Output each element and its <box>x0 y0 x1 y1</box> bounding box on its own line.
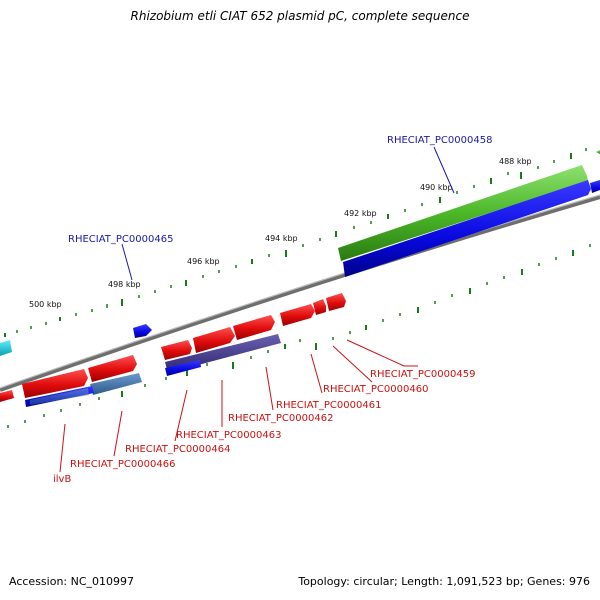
gene-label-463[interactable]: RHECIAT_PC0000463 <box>176 430 281 441</box>
gene-arrow-464[interactable] <box>161 340 192 360</box>
leader-464 <box>174 389 188 442</box>
scale-label-496: 496 kbp <box>187 257 220 266</box>
gene-label-466[interactable]: RHECIAT_PC0000466 <box>70 459 175 470</box>
gene-arrow-forward-small[interactable] <box>596 150 600 154</box>
leader-459 <box>346 339 418 367</box>
leader-465 <box>121 243 133 281</box>
gene-arrow-ilvB-red[interactable] <box>22 369 88 398</box>
gene-arrow-red-edge[interactable] <box>0 390 14 402</box>
gene-arrow-459[interactable] <box>326 293 346 311</box>
gene-arrow-reverse-458[interactable] <box>343 180 591 277</box>
backbone-line <box>0 195 600 392</box>
map-title: Rhizobium etli CIAT 652 plasmid pC, comp… <box>130 9 470 23</box>
gene-label-464[interactable]: RHECIAT_PC0000464 <box>125 444 230 455</box>
inner-gene-labels <box>59 339 418 473</box>
leader-ilvB <box>59 423 66 473</box>
inner-scale-ticks <box>7 244 591 428</box>
leader-466 <box>113 410 123 457</box>
gene-band-blue-small[interactable] <box>165 360 201 376</box>
gene-arrow-rna-458[interactable] <box>338 165 588 261</box>
gene-arrow-466-red[interactable] <box>88 355 137 382</box>
gene-arrow-461[interactable] <box>280 304 315 326</box>
scale-label-492: 492 kbp <box>344 209 377 218</box>
inner-track <box>0 293 346 407</box>
gene-label-ilvB[interactable]: ilvB <box>53 474 71 485</box>
accession-text: Accession: NC_010997 <box>9 575 135 588</box>
gene-label-461[interactable]: RHECIAT_PC0000461 <box>276 400 381 411</box>
gene-label-458[interactable]: RHECIAT_PC0000458 <box>387 135 492 146</box>
scale-labels: 488 kbp 490 kbp 492 kbp 494 kbp 496 kbp … <box>29 157 532 309</box>
gene-label-459[interactable]: RHECIAT_PC0000459 <box>370 369 475 380</box>
gene-label-462[interactable]: RHECIAT_PC0000462 <box>228 413 333 424</box>
gene-arrow-462[interactable] <box>233 315 275 340</box>
scale-label-498: 498 kbp <box>108 280 141 289</box>
scale-label-488: 488 kbp <box>499 157 532 166</box>
outer-scale-ticks <box>4 148 587 337</box>
leader-460 <box>332 345 373 383</box>
gene-arrow-edge[interactable] <box>590 180 600 193</box>
gene-band-steel-left[interactable] <box>30 388 89 405</box>
outer-gene-labels: RHECIAT_PC0000458 RHECIAT_PC0000465 <box>68 135 492 281</box>
leader-461 <box>310 353 323 394</box>
leader-458 <box>433 146 455 194</box>
gene-arrow-463[interactable] <box>193 327 235 353</box>
backbone-highlight <box>0 194 600 389</box>
gene-arrow-460[interactable] <box>313 299 326 315</box>
outer-track <box>0 150 600 356</box>
gene-arrow-cyan[interactable] <box>0 340 12 356</box>
topology-text: Topology: circular; Length: 1,091,523 bp… <box>298 575 590 588</box>
scale-label-500: 500 kbp <box>29 300 62 309</box>
leader-462 <box>265 366 274 411</box>
gene-label-465[interactable]: RHECIAT_PC0000465 <box>68 234 173 245</box>
scale-label-494: 494 kbp <box>265 234 298 243</box>
inner-label-texts: RHECIAT_PC0000459 RHECIAT_PC0000460 RHEC… <box>53 369 475 485</box>
gene-band-steel[interactable] <box>90 373 142 395</box>
gene-label-460[interactable]: RHECIAT_PC0000460 <box>323 384 428 395</box>
gene-arrow-reverse-465[interactable] <box>133 324 152 338</box>
scale-label-490: 490 kbp <box>420 183 453 192</box>
